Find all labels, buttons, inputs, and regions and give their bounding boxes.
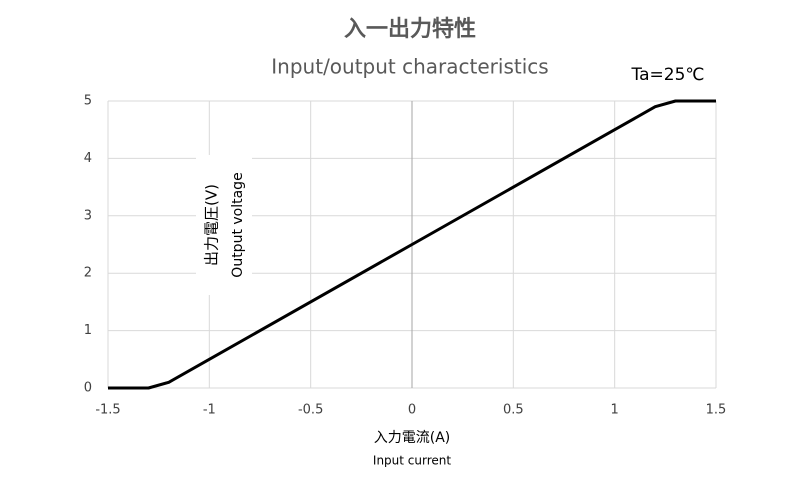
y-tick-label: 1 <box>84 323 92 338</box>
x-tick-label: 0 <box>408 403 416 418</box>
x-tick-label: -1 <box>203 403 216 418</box>
y-axis-label: 出力電圧(V) <box>203 184 221 266</box>
y-tick-label: 3 <box>84 208 92 223</box>
x-tick-label: 1 <box>611 403 619 418</box>
y-tick-label: 2 <box>84 266 92 281</box>
x-tick-label: -1.5 <box>95 403 120 418</box>
x-tick-label: 0.5 <box>503 403 524 418</box>
annotation: Ta=25℃ <box>631 65 705 85</box>
y-axis-label-en: Output voltage <box>230 172 246 277</box>
chart-subtitle: Input/output characteristics <box>271 55 548 79</box>
x-tick-label: 1.5 <box>706 403 727 418</box>
data-line <box>108 99 716 390</box>
y-label-background <box>196 155 252 295</box>
x-axis-label: 入力電流(A) <box>374 430 451 446</box>
y-tick-label: 5 <box>84 94 92 109</box>
y-tick-label: 0 <box>84 381 92 396</box>
x-tick-label: -0.5 <box>298 403 323 418</box>
x-axis-label-en: Input current <box>373 454 451 468</box>
y-tick-label: 4 <box>84 151 92 166</box>
chart-title: 入一出力特性 <box>344 16 476 42</box>
